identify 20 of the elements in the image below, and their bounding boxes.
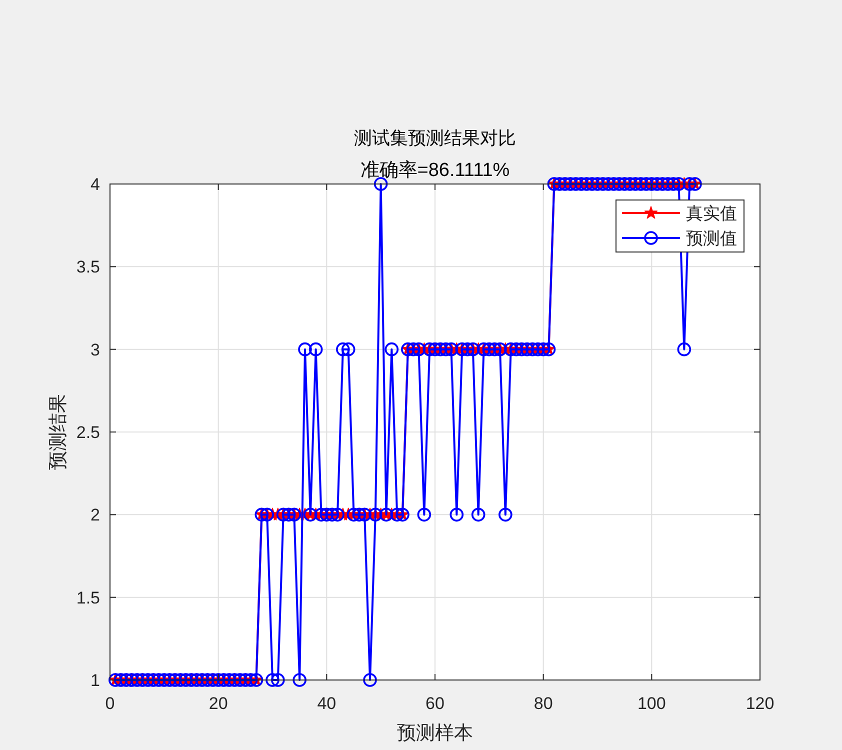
x-tick-label: 80 — [534, 694, 553, 713]
x-tick-label: 40 — [317, 694, 336, 713]
y-tick-label: 2 — [90, 506, 100, 525]
x-tick-label: 60 — [426, 694, 444, 713]
x-tick-label: 100 — [637, 694, 666, 713]
y-tick-label: 1.5 — [76, 588, 100, 608]
x-axis-title: 预测样本 — [397, 723, 473, 744]
y-tick-label: 3 — [90, 340, 100, 360]
x-tick-label: 20 — [208, 694, 228, 713]
chart-subtitle: 准确率=86.1111% — [360, 159, 510, 181]
y-axis-title: 预测结果 — [48, 394, 69, 470]
y-tick-label: 1 — [90, 671, 100, 690]
x-tick-label: 0 — [105, 694, 115, 713]
y-tick-label: 4 — [90, 175, 100, 194]
chart-title: 测试集预测结果对比 — [354, 128, 516, 148]
legend-label: 真实值 — [686, 204, 737, 223]
y-tick-label: 3.5 — [76, 258, 100, 277]
x-tick-label: 120 — [746, 694, 774, 713]
y-tick-label: 2.5 — [76, 423, 100, 442]
legend-label: 预测值 — [686, 229, 737, 248]
